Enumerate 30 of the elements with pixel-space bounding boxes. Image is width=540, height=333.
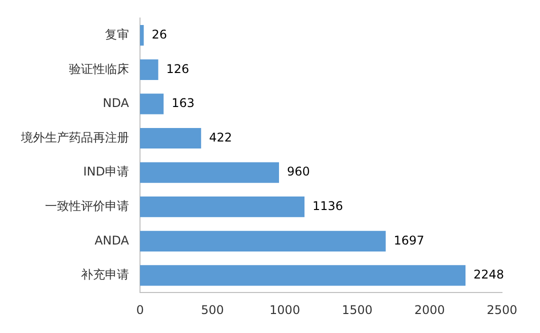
x-tick-label: 1000 xyxy=(270,302,300,317)
x-tick-label: 1500 xyxy=(342,302,372,317)
data-label: 26 xyxy=(152,27,168,42)
bar xyxy=(140,25,144,46)
data-label: 2248 xyxy=(474,268,504,282)
bar xyxy=(140,162,280,183)
data-label: 1136 xyxy=(312,198,344,213)
y-tick-label: NDA xyxy=(102,96,130,110)
bar xyxy=(140,94,164,114)
y-tick-label: ANDA xyxy=(94,233,130,248)
data-label: 1697 xyxy=(394,233,424,248)
y-tick-label: 验证性临床 xyxy=(69,62,129,76)
bar xyxy=(140,196,304,218)
data-label: 960 xyxy=(287,164,310,179)
data-label: 422 xyxy=(209,130,232,144)
x-tick-label: 0 xyxy=(136,302,144,317)
bar xyxy=(140,265,466,286)
bar xyxy=(140,128,202,149)
y-tick-label: 补充申请 xyxy=(81,268,129,282)
y-tick-label: 一致性评价申请 xyxy=(45,198,129,213)
data-label: 126 xyxy=(166,62,190,76)
x-tick-label: 2500 xyxy=(486,302,518,317)
y-tick-label: IND申请 xyxy=(83,164,129,179)
bar xyxy=(140,59,158,80)
x-tick-label: 500 xyxy=(200,302,224,317)
y-tick-label: 境外生产药品再注册 xyxy=(20,130,129,144)
y-tick-label: 复审 xyxy=(105,27,129,42)
data-label: 163 xyxy=(172,96,195,110)
bar xyxy=(140,230,386,252)
x-tick-label: 2000 xyxy=(414,302,445,317)
